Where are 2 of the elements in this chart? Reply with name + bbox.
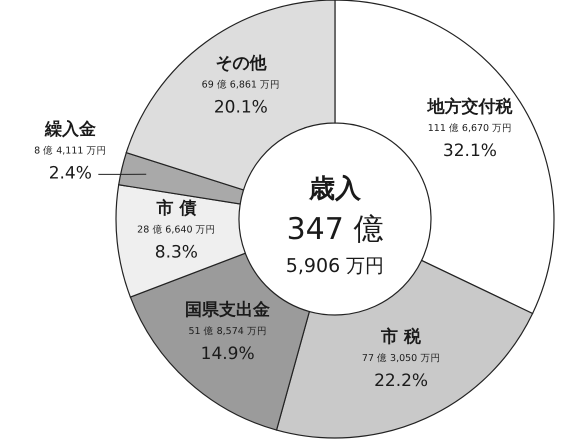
text: 歳入: [308, 174, 362, 204]
text: 347 億 5,906 万円: [286, 212, 384, 277]
